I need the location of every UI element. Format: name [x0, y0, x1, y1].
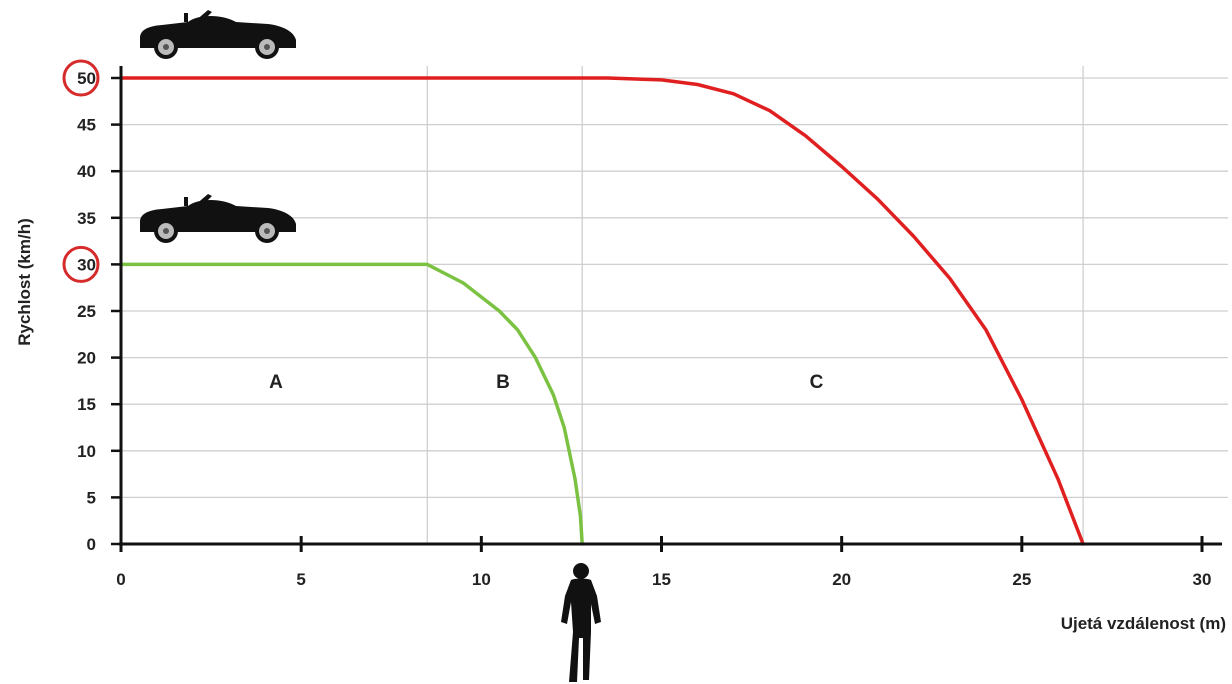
y-tick-label: 20: [77, 349, 96, 368]
speed-limit-circle: [62, 245, 100, 283]
x-axis-label: Ujetá vzdálenost (m): [1061, 614, 1226, 633]
x-tick-label: 10: [472, 570, 491, 589]
y-tick-label: 30: [77, 255, 96, 274]
y-tick-label: 0: [87, 535, 96, 554]
stopping-distance-markers: [426, 66, 1084, 544]
speed-limit-circle: [62, 59, 100, 97]
region-label-a: A: [269, 372, 283, 393]
y-tick-label: 40: [77, 162, 96, 181]
region-labels: A B C: [269, 372, 824, 393]
speed-line-red: [119, 76, 1085, 546]
y-axis-label: Rychlost (km/h): [15, 218, 34, 346]
speed-line-green: [119, 262, 584, 546]
x-tick-label: 25: [1012, 570, 1031, 589]
x-tick-label: 30: [1193, 570, 1212, 589]
grid: [121, 77, 1228, 499]
x-tick-label: 5: [296, 570, 305, 589]
y-tick-label: 35: [77, 209, 96, 228]
y-tick-label: 45: [77, 116, 96, 135]
pedestrian-icon: [561, 563, 601, 682]
car-icon-30: [140, 194, 296, 243]
y-tick-label: 5: [87, 488, 96, 507]
region-label-b: B: [496, 372, 510, 393]
car-icon-50: [140, 10, 296, 59]
y-tick-label: 25: [77, 302, 96, 321]
y-tick-label: 50: [77, 69, 96, 88]
x-tick-label: 20: [832, 570, 851, 589]
y-tick-label: 10: [77, 442, 96, 461]
x-tick-labels: 0 5 10 15 20 25 30: [116, 570, 1211, 589]
y-tick-label: 15: [77, 395, 96, 414]
x-tick-label: 0: [116, 570, 125, 589]
y-tick-labels: 0 5 10 15 20 25 30 35 40 45 50: [62, 59, 100, 554]
axes: [111, 66, 1222, 552]
region-label-c: C: [810, 372, 824, 393]
series-lines: [119, 76, 1085, 546]
x-tick-label: 15: [652, 570, 671, 589]
